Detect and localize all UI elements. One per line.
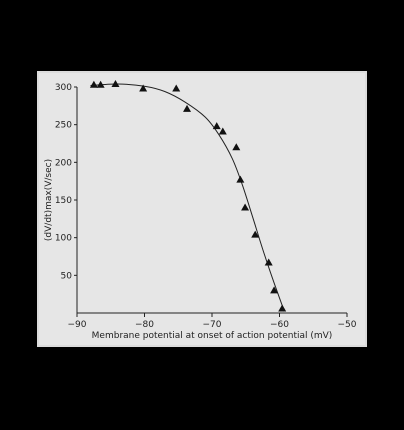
y-tick-label: 150: [55, 196, 72, 206]
y-tick-label: 100: [55, 234, 72, 244]
x-tick-label: −50: [338, 320, 357, 330]
data-point-triangle: [89, 80, 98, 88]
data-point-triangle: [270, 286, 279, 294]
scatter-chart: −90 −80 −70 −60 −50 50 100 150 200 250 300 Membra…: [44, 79, 357, 341]
data-point-triangle: [264, 258, 273, 266]
x-axis-label: Membrane potential at onset of action po…: [92, 331, 333, 341]
data-point-triangle: [96, 80, 105, 88]
x-tick-label: −70: [203, 320, 222, 330]
data-point-triangle: [183, 104, 192, 112]
y-tick-label: 200: [55, 158, 72, 168]
y-tick-label: 300: [55, 83, 72, 93]
data-point-triangle: [218, 127, 227, 135]
x-tick-label: −90: [68, 320, 87, 330]
data-point-triangle: [278, 304, 287, 312]
data-points: [89, 79, 287, 312]
y-axis-label: (dV/dt)max(V/sec): [44, 159, 54, 241]
x-tick-label: −80: [135, 320, 154, 330]
data-point-triangle: [236, 175, 245, 183]
data-point-triangle: [232, 143, 241, 151]
data-point-triangle: [139, 84, 148, 92]
y-tick-label: 50: [61, 271, 73, 281]
data-point-triangle: [251, 230, 260, 238]
x-tick-label: −60: [270, 320, 289, 330]
x-ticks: −90 −80 −70 −60 −50: [68, 313, 357, 330]
data-point-triangle: [241, 203, 250, 211]
data-point-triangle: [172, 84, 181, 92]
data-point-triangle: [212, 122, 221, 130]
y-tick-label: 250: [55, 121, 72, 131]
chart-figure: −90 −80 −70 −60 −50 50 100 150 200 250 300 Membra…: [37, 71, 367, 347]
fit-curve: [90, 83, 285, 312]
axes: [76, 87, 347, 314]
y-ticks: 50 100 150 200 250 300: [55, 83, 77, 281]
data-point-triangle: [111, 79, 120, 87]
